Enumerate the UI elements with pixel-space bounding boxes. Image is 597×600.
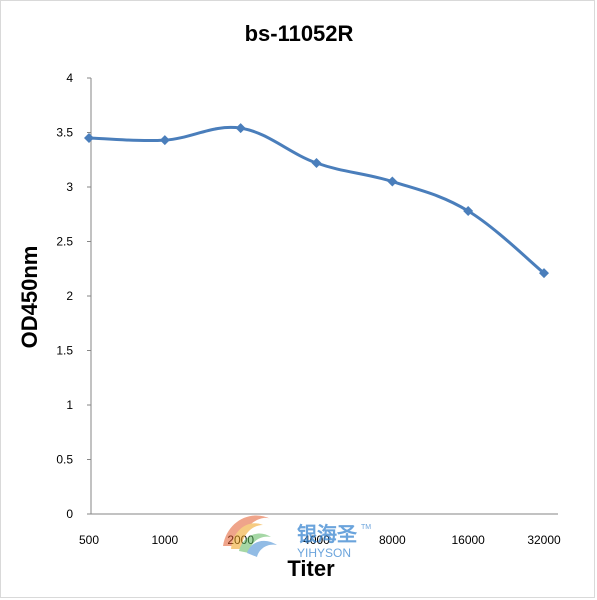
x-tick-label: 32000 <box>527 533 561 547</box>
data-point-marker <box>311 158 322 169</box>
data-point-marker <box>463 205 474 216</box>
series-line <box>88 125 545 275</box>
x-tick-label: 16000 <box>451 533 485 547</box>
data-point-marker <box>84 132 94 143</box>
data-point-marker <box>159 135 170 146</box>
data-point-marker <box>539 268 549 279</box>
y-tick-label: 3 <box>66 180 73 194</box>
y-tick-label: 2.5 <box>56 235 73 249</box>
y-tick-label: 2 <box>66 289 73 303</box>
chart-title: bs-11052R <box>245 21 354 46</box>
y-tick-label: 1 <box>66 398 73 412</box>
watermark-en-text: YIHYSON <box>297 546 351 560</box>
y-tick-label: 0 <box>66 507 73 521</box>
yihyson-watermark: 银海圣 TM YIHYSON <box>223 515 371 560</box>
data-point-marker <box>387 176 398 187</box>
data-point-marker <box>235 123 246 134</box>
x-tick-label: 500 <box>79 533 99 547</box>
x-axis-label: Titer <box>287 556 335 581</box>
y-tick-label: 4 <box>66 71 73 85</box>
y-tick-label: 3.5 <box>56 126 73 140</box>
series-group <box>84 123 549 279</box>
x-tick-label: 8000 <box>379 533 406 547</box>
watermark-cn-text: 银海圣 <box>297 522 358 546</box>
y-tick-label: 0.5 <box>56 453 73 467</box>
x-tick-label: 4000 <box>303 533 330 547</box>
watermark-tm: TM <box>361 524 371 531</box>
yihyson-logo-icon <box>223 515 277 557</box>
y-axis-label: OD450nm <box>17 246 42 349</box>
x-tick-label: 1000 <box>151 533 178 547</box>
y-tick-labels: 0 0.5 1 1.5 2 2.5 3 3.5 4 <box>56 71 91 521</box>
y-tick-label: 1.5 <box>56 344 73 358</box>
